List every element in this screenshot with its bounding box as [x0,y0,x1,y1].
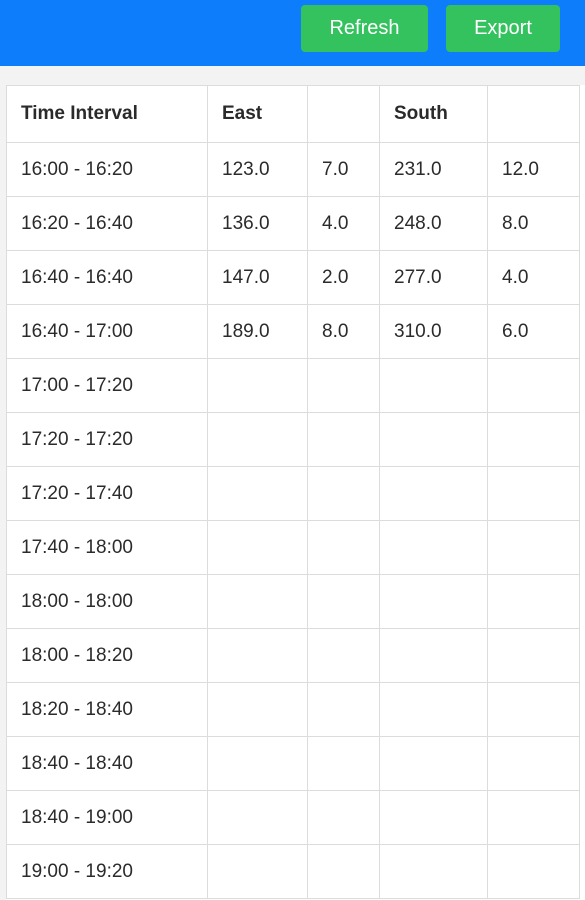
south-value-cell [379,844,488,899]
east-value-cell [207,466,308,521]
south-value-cell: 310.0 [379,304,488,359]
east-secondary-cell [307,790,380,845]
time-interval-cell: 18:20 - 18:40 [6,682,208,737]
time-interval-cell: 17:40 - 18:00 [6,520,208,575]
east-value-cell [207,412,308,467]
south-value-cell [379,520,488,575]
table-header-row: Time Interval East South [6,85,580,143]
east-value-cell [207,574,308,629]
east-secondary-cell: 8.0 [307,304,380,359]
east-value-cell [207,736,308,791]
export-button[interactable]: Export [446,5,560,52]
time-interval-cell: 16:00 - 16:20 [6,142,208,197]
table-row: 16:20 - 16:40 136.0 4.0 248.0 8.0 [6,196,580,251]
south-secondary-cell [487,574,580,629]
time-interval-cell: 16:40 - 17:00 [6,304,208,359]
refresh-button[interactable]: Refresh [301,5,428,52]
time-interval-cell: 17:00 - 17:20 [6,358,208,413]
table-container: Time Interval East South 16:00 - 16:20 12… [6,85,585,900]
south-secondary-cell [487,736,580,791]
time-interval-cell: 16:20 - 16:40 [6,196,208,251]
east-secondary-cell [307,844,380,899]
south-value-cell [379,358,488,413]
table-row: 16:00 - 16:20 123.0 7.0 231.0 12.0 [6,142,580,197]
header-time-interval: Time Interval [6,85,208,143]
south-secondary-cell [487,628,580,683]
header-east-sub [307,85,380,143]
east-secondary-cell: 7.0 [307,142,380,197]
east-secondary-cell [307,358,380,413]
south-value-cell [379,790,488,845]
east-value-cell [207,682,308,737]
east-value-cell [207,790,308,845]
east-value-cell: 189.0 [207,304,308,359]
south-value-cell: 231.0 [379,142,488,197]
table-row: 18:20 - 18:40 [6,682,580,737]
time-interval-cell: 16:40 - 16:40 [6,250,208,305]
south-secondary-cell: 8.0 [487,196,580,251]
table-row: 18:40 - 19:00 [6,790,580,845]
east-secondary-cell [307,520,380,575]
south-value-cell [379,574,488,629]
east-value-cell: 123.0 [207,142,308,197]
south-value-cell: 277.0 [379,250,488,305]
east-value-cell: 147.0 [207,250,308,305]
time-interval-cell: 18:40 - 19:00 [6,790,208,845]
top-toolbar: Refresh Export [0,0,585,66]
south-secondary-cell: 6.0 [487,304,580,359]
table-row: 17:00 - 17:20 [6,358,580,413]
south-secondary-cell [487,520,580,575]
time-interval-cell: 18:00 - 18:20 [6,628,208,683]
table-row: 18:00 - 18:20 [6,628,580,683]
east-secondary-cell [307,466,380,521]
time-interval-cell: 17:20 - 17:40 [6,466,208,521]
south-value-cell: 248.0 [379,196,488,251]
south-value-cell [379,682,488,737]
east-secondary-cell: 4.0 [307,196,380,251]
east-secondary-cell [307,412,380,467]
south-secondary-cell [487,790,580,845]
east-value-cell [207,358,308,413]
time-interval-cell: 17:20 - 17:20 [6,412,208,467]
south-secondary-cell [487,466,580,521]
east-value-cell [207,628,308,683]
table-row: 17:20 - 17:20 [6,412,580,467]
east-secondary-cell [307,628,380,683]
header-east: East [207,85,308,143]
south-secondary-cell [487,412,580,467]
east-value-cell: 136.0 [207,196,308,251]
east-secondary-cell: 2.0 [307,250,380,305]
time-interval-cell: 18:00 - 18:00 [6,574,208,629]
table-row: 18:40 - 18:40 [6,736,580,791]
east-secondary-cell [307,736,380,791]
south-secondary-cell: 4.0 [487,250,580,305]
time-interval-cell: 19:00 - 19:20 [6,844,208,899]
south-value-cell [379,412,488,467]
table-row: 18:00 - 18:00 [6,574,580,629]
east-secondary-cell [307,682,380,737]
table-row: 19:00 - 19:20 [6,844,580,899]
header-south-sub [487,85,580,143]
south-secondary-cell [487,682,580,737]
south-value-cell [379,736,488,791]
traffic-count-table: Time Interval East South 16:00 - 16:20 12… [6,85,580,899]
table-row: 16:40 - 16:40 147.0 2.0 277.0 4.0 [6,250,580,305]
table-row: 17:20 - 17:40 [6,466,580,521]
header-south: South [379,85,488,143]
south-value-cell [379,628,488,683]
south-secondary-cell [487,844,580,899]
table-row: 16:40 - 17:00 189.0 8.0 310.0 6.0 [6,304,580,359]
east-value-cell [207,844,308,899]
time-interval-cell: 18:40 - 18:40 [6,736,208,791]
south-secondary-cell [487,358,580,413]
south-secondary-cell: 12.0 [487,142,580,197]
east-secondary-cell [307,574,380,629]
east-value-cell [207,520,308,575]
south-value-cell [379,466,488,521]
table-row: 17:40 - 18:00 [6,520,580,575]
